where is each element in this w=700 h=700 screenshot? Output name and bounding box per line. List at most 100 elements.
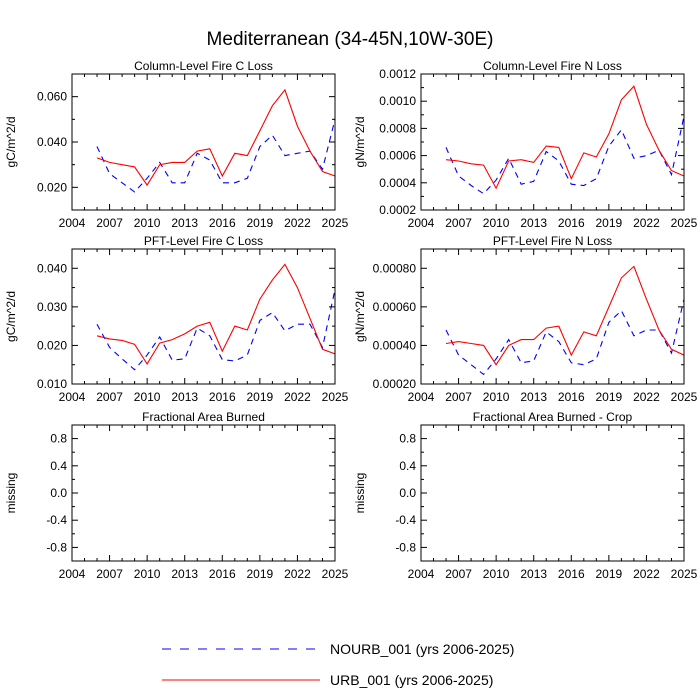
y-axis-label: gC/m^2/d: [4, 291, 18, 342]
y-tick-label: 0.00080: [373, 261, 417, 275]
y-tick-label: 0.0008: [379, 121, 416, 135]
x-tick-label: 2016: [558, 567, 585, 581]
x-tick-label: 2022: [284, 567, 311, 581]
panels: 2004 2007 2010 2013 2016 2019 2022 2025 0.020 0.0…: [4, 59, 698, 581]
series-line-nourb-001: [445, 116, 685, 195]
x-tick-label: 2016: [209, 216, 236, 230]
y-tick-label: 0.0010: [379, 94, 416, 108]
x-tick-label: 2019: [247, 567, 274, 581]
series-line-urb-001: [96, 263, 336, 365]
y-tick-label: -0.8: [395, 540, 416, 554]
y-tick-label: -0.4: [46, 513, 67, 527]
x-tick-label: 2025: [671, 567, 698, 581]
x-tick-label: 2013: [520, 567, 547, 581]
y-axis-label: gC/m^2/d: [4, 117, 18, 168]
series-line-urb-001: [445, 85, 685, 190]
y-tick-label: 0.020: [37, 338, 67, 352]
y-tick-label: 0.8: [399, 432, 416, 446]
x-tick-label: 2004: [408, 390, 435, 404]
y-axis-label: gN/m^2/d: [353, 291, 367, 342]
y-tick-label: 0.0012: [379, 67, 416, 81]
x-tick-label: 2010: [134, 216, 161, 230]
y-tick-label: 0.00040: [373, 338, 417, 352]
x-tick-label: 2010: [483, 390, 510, 404]
legend-label-1: NOURB_001 (yrs 2006-2025): [330, 641, 514, 657]
x-tick-label: 2004: [59, 390, 86, 404]
x-tick-label: 2004: [408, 216, 435, 230]
x-tick-label: 2007: [445, 390, 472, 404]
x-tick-label: 2019: [247, 216, 274, 230]
plot-frame: [71, 424, 336, 562]
y-tick-label: 0.0004: [379, 176, 416, 190]
y-tick-label: 0.060: [37, 90, 67, 104]
figure-title: Mediterranean (34-45N,10W-30E): [207, 29, 494, 50]
x-tick-label: 2013: [171, 216, 198, 230]
x-tick-label: 2016: [558, 390, 585, 404]
y-tick-label: 0.020: [37, 180, 67, 194]
x-tick-label: 2016: [558, 216, 585, 230]
plot-frame: [420, 73, 685, 211]
y-tick-label: 0.8: [50, 432, 67, 446]
y-tick-label: 0.00060: [373, 300, 417, 314]
panel-title: PFT-Level Fire C Loss: [144, 234, 263, 248]
y-tick-label: 0.0002: [379, 203, 416, 217]
plot-frame: [71, 248, 336, 385]
x-tick-label: 2016: [209, 567, 236, 581]
chart-panel-5: 2004 2007 2010 2013 2016 2019 2022 2025 -0.8 -0.4…: [4, 410, 349, 581]
x-tick-label: 2025: [322, 567, 349, 581]
x-tick-label: 2013: [171, 567, 198, 581]
y-axis-label: missing: [353, 473, 367, 514]
x-tick-label: 2022: [633, 216, 660, 230]
y-tick-label: -0.8: [46, 540, 67, 554]
x-tick-label: 2010: [483, 216, 510, 230]
series-line-nourb-001: [445, 298, 685, 376]
plot-frame: [420, 424, 685, 562]
series-line-urb-001: [96, 88, 336, 187]
x-tick-label: 2016: [209, 390, 236, 404]
series-line-nourb-001: [96, 119, 336, 193]
y-tick-label: 0.4: [399, 459, 416, 473]
y-tick-label: 0.0: [50, 486, 67, 500]
legend: NOURB_001 (yrs 2006-2025) URB_001 (yrs 20…: [162, 641, 514, 688]
panel-title: Fractional Area Burned - Crop: [473, 410, 633, 424]
chart-panel-1: 2004 2007 2010 2013 2016 2019 2022 2025 0.020 0.0…: [4, 59, 349, 230]
y-tick-label: 0.040: [37, 135, 67, 149]
x-tick-label: 2025: [322, 390, 349, 404]
y-axis-label: gN/m^2/d: [353, 117, 367, 168]
x-tick-label: 2025: [322, 216, 349, 230]
chart-panel-6: 2004 2007 2010 2013 2016 2019 2022 2025 -0.8 -0.4…: [353, 410, 698, 581]
chart-panel-2: 2004 2007 2010 2013 2016 2019 2022 2025 0.0002 0.…: [353, 59, 698, 230]
x-tick-label: 2013: [171, 390, 198, 404]
x-tick-label: 2022: [284, 216, 311, 230]
y-tick-label: 0.00020: [373, 377, 417, 391]
x-tick-label: 2019: [596, 567, 623, 581]
y-tick-label: 0.040: [37, 261, 67, 275]
y-tick-label: 0.030: [37, 300, 67, 314]
x-tick-label: 2019: [247, 390, 274, 404]
y-tick-label: 0.0006: [379, 149, 416, 163]
x-tick-label: 2025: [671, 390, 698, 404]
x-tick-label: 2007: [96, 216, 123, 230]
y-axis-label: missing: [4, 473, 18, 514]
plot-frame: [420, 248, 685, 385]
x-tick-label: 2019: [596, 390, 623, 404]
x-tick-label: 2010: [134, 567, 161, 581]
x-tick-label: 2004: [59, 567, 86, 581]
panel-title: Fractional Area Burned: [142, 410, 265, 424]
series-line-nourb-001: [96, 289, 336, 371]
legend-label-2: URB_001 (yrs 2006-2025): [330, 672, 493, 688]
panel-title: Column-Level Fire C Loss: [134, 59, 273, 73]
x-tick-label: 2007: [96, 567, 123, 581]
x-tick-label: 2004: [59, 216, 86, 230]
y-tick-label: -0.4: [395, 513, 416, 527]
chart-panel-3: 2004 2007 2010 2013 2016 2019 2022 2025 0.010 0.0…: [4, 234, 349, 404]
x-tick-label: 2022: [633, 390, 660, 404]
x-tick-label: 2013: [520, 216, 547, 230]
series-line-urb-001: [445, 265, 685, 366]
panel-title: Column-Level Fire N Loss: [483, 59, 622, 73]
x-tick-label: 2010: [483, 567, 510, 581]
x-tick-label: 2013: [520, 390, 547, 404]
y-tick-label: 0.0: [399, 486, 416, 500]
x-tick-label: 2019: [596, 216, 623, 230]
